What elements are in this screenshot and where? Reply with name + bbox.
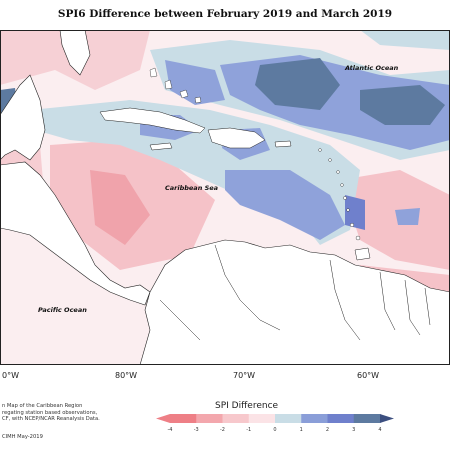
caption: n Map of the Caribbean Region regating s… xyxy=(2,403,100,423)
legend-tick-label: 0 xyxy=(273,427,276,433)
land-cuba xyxy=(99,107,206,134)
land-florida xyxy=(59,30,91,76)
legend-title: SPI Difference xyxy=(215,401,279,411)
legend-swatch-min xyxy=(156,414,170,423)
lon-label-90w: 0°W xyxy=(2,371,19,380)
blue-zone-eastern-caribbean xyxy=(225,170,345,240)
legend-tick-label: 4 xyxy=(378,427,381,433)
blue-zone-east-small xyxy=(395,208,420,225)
land-lesser-antilles xyxy=(318,148,361,241)
legend-swatch xyxy=(222,414,250,423)
spi-map: Atlantic Ocean Caribbean Sea Pacific Oce… xyxy=(0,30,450,365)
legend-swatch-max xyxy=(380,414,394,423)
legend-tick-label: 2 xyxy=(326,427,329,433)
caption-line: CF, with NCEP/NCAR Reanalysis Data. xyxy=(2,416,100,423)
land-trinidad xyxy=(354,247,371,261)
legend-swatch xyxy=(170,414,197,423)
legend-swatch xyxy=(248,414,276,423)
legend-tick-label: 3 xyxy=(352,427,355,433)
lon-label-80w: 80°W xyxy=(115,371,138,380)
map-title: SPI6 Difference between February 2019 an… xyxy=(57,8,393,20)
pacific-ocean-label: Pacific Ocean xyxy=(38,306,87,314)
legend-tick-label: -1 xyxy=(246,427,251,433)
legend-tick-label: 1 xyxy=(300,427,303,433)
pink-zone-east xyxy=(340,170,450,270)
land-mexico xyxy=(0,74,46,161)
legend-swatch xyxy=(301,414,328,423)
legend-tick-label: -4 xyxy=(168,427,173,433)
land-bahamas xyxy=(149,67,202,104)
legend-swatch xyxy=(327,414,355,423)
lightblue-zone-top xyxy=(360,30,450,50)
land-jamaica xyxy=(149,142,173,151)
darkblue-zone-atlantic xyxy=(255,58,340,110)
pink-zone-caribbean-strong xyxy=(90,170,150,245)
land-puerto-rico xyxy=(274,140,292,148)
legend-swatch xyxy=(196,414,223,423)
legend-tick-label: -3 xyxy=(194,427,199,433)
caption-line: regating station based observations, xyxy=(2,409,98,416)
country-borders xyxy=(159,244,431,341)
darkblue-zone-atlantic-east xyxy=(360,85,445,125)
legend-ticks: -4 -3 -2 -1 0 1 2 3 4 xyxy=(168,427,382,433)
map-canvas: Atlantic Ocean Caribbean Sea Pacific Oce… xyxy=(0,30,450,365)
caption-line: n Map of the Caribbean Region xyxy=(2,403,83,409)
legend-swatch xyxy=(275,414,302,423)
blue-zone-windward xyxy=(345,195,365,230)
legend-swatches xyxy=(156,414,394,423)
caribbean-sea-label: Caribbean Sea xyxy=(165,184,218,192)
land-south-america xyxy=(139,239,450,365)
blue-zone-bahamas xyxy=(165,60,225,105)
lon-label-70w: 70°W xyxy=(233,371,256,380)
legend-swatch xyxy=(353,414,381,423)
lon-label-60w: 60°W xyxy=(357,371,380,380)
legend-tick-label: -2 xyxy=(220,427,225,433)
legend-colorbar: -4 -3 -2 -1 0 1 2 3 4 xyxy=(156,414,394,433)
atlantic-ocean-label: Atlantic Ocean xyxy=(344,64,399,72)
credit-text: CIMH May-2019 xyxy=(2,434,43,440)
land-hispaniola xyxy=(207,127,266,149)
